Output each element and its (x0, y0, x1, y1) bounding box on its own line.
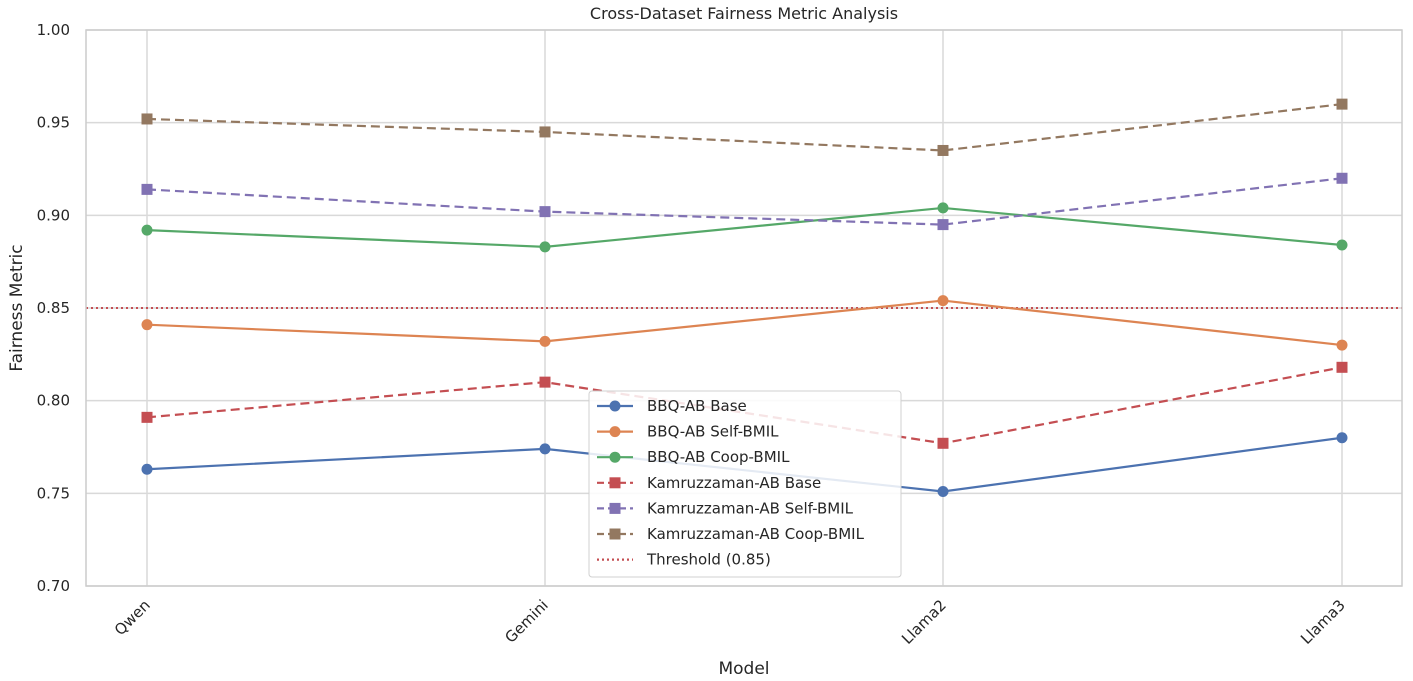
chart-title: Cross-Dataset Fairness Metric Analysis (590, 4, 898, 23)
series-line (146, 366, 1343, 445)
series-group (141, 202, 1348, 253)
legend-marker (609, 451, 621, 463)
legend-item: Kamruzzaman-AB Coop-BMIL (597, 525, 865, 543)
y-tick-label: 1.00 (37, 21, 70, 39)
legend-marker (609, 528, 621, 540)
legend-item: BBQ-AB Coop-BMIL (597, 448, 790, 466)
legend-marker (609, 400, 621, 412)
data-point (141, 411, 153, 423)
data-point (141, 183, 153, 195)
series-group (141, 172, 1348, 231)
y-tick-label: 0.75 (37, 484, 70, 502)
y-tick-label: 0.90 (37, 206, 70, 224)
data-point (937, 144, 949, 156)
data-point (1336, 239, 1348, 251)
y-axis-title: Fairness Metric (7, 244, 27, 371)
data-point (539, 206, 551, 218)
legend-item: Threshold (0.85) (597, 551, 771, 569)
legend-item: Kamruzzaman-AB Base (597, 474, 821, 492)
x-tick-label: Qwen (111, 596, 154, 639)
series-group (141, 98, 1348, 156)
y-axis-ticks: 0.70 0.75 0.80 0.85 0.90 0.95 1.00 (37, 21, 70, 595)
legend-label: BBQ-AB Self-BMIL (647, 423, 779, 441)
series-group (141, 295, 1348, 351)
data-point (539, 126, 551, 138)
series-group (141, 361, 1348, 449)
legend-item: BBQ-AB Self-BMIL (597, 423, 779, 441)
legend-label: BBQ-AB Coop-BMIL (647, 448, 790, 466)
data-point (1336, 98, 1348, 110)
x-tick-label: Gemini (501, 596, 551, 646)
series-line (146, 299, 1343, 347)
data-point (539, 241, 551, 253)
legend-label: BBQ-AB Base (647, 397, 747, 415)
y-tick-label: 0.80 (37, 392, 70, 410)
data-point (141, 113, 153, 125)
data-point (539, 335, 551, 347)
legend-label: Kamruzzaman-AB Coop-BMIL (647, 525, 865, 543)
legend-marker (609, 502, 621, 514)
data-point (937, 437, 949, 449)
legend-marker (609, 426, 621, 438)
data-point (539, 443, 551, 455)
data-point (539, 376, 551, 388)
legend-box (588, 390, 902, 578)
legend-label: Kamruzzaman-AB Self-BMIL (647, 499, 854, 517)
x-tick-label: Llama2 (898, 596, 950, 648)
plot-frame (85, 29, 1403, 587)
series-line (146, 103, 1343, 152)
y-tick-label: 0.85 (37, 299, 70, 317)
legend-label: Threshold (0.85) (646, 551, 771, 569)
legend-item: BBQ-AB Base (597, 397, 747, 415)
legend-label: Kamruzzaman-AB Base (647, 474, 821, 492)
series-line (146, 206, 1343, 248)
data-point (1336, 339, 1348, 351)
data-point (1336, 432, 1348, 444)
legend: BBQ-AB Base BBQ-AB Self-BMIL BBQ-AB Coop-B… (588, 390, 902, 578)
data-point (937, 295, 949, 307)
data-point (141, 224, 153, 236)
x-axis-ticks: Qwen Gemini Llama2 Llama3 (111, 596, 1349, 648)
data-point (937, 485, 949, 497)
x-tick-label: Llama3 (1297, 596, 1349, 648)
data-point (937, 202, 949, 214)
data-point (1336, 361, 1348, 373)
x-axis-title: Model (718, 659, 769, 679)
y-tick-label: 0.95 (37, 114, 70, 132)
data-point (141, 319, 153, 331)
series-line (146, 177, 1343, 226)
data-point (1336, 172, 1348, 184)
data-point (141, 463, 153, 475)
series (141, 98, 1348, 497)
legend-item: Kamruzzaman-AB Self-BMIL (597, 499, 854, 517)
data-point (937, 219, 949, 231)
y-tick-label: 0.70 (37, 577, 70, 595)
legend-marker (609, 477, 621, 489)
